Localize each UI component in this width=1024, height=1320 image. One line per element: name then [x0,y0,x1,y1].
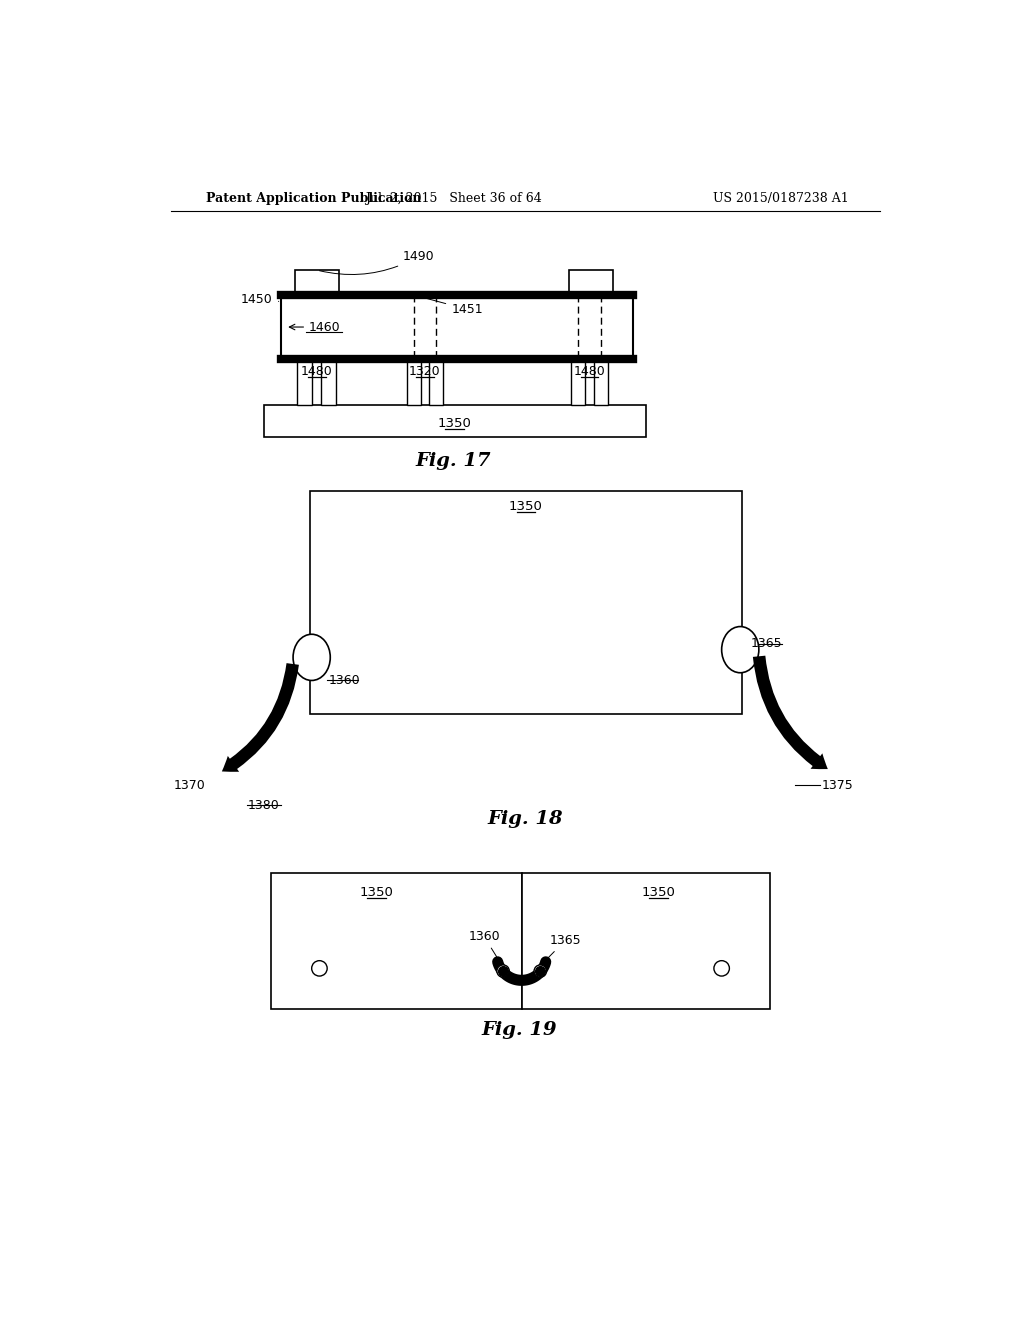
Bar [282,296,633,359]
Text: 1350: 1350 [509,500,543,513]
Circle shape [497,965,509,977]
Bar [569,271,613,296]
Ellipse shape [293,635,331,681]
Text: 1320: 1320 [409,366,440,379]
Text: US 2015/0187238 A1: US 2015/0187238 A1 [713,191,849,205]
Text: 1375: 1375 [821,779,853,792]
Text: 1450: 1450 [241,293,279,306]
Bar [594,331,607,405]
Text: 1360: 1360 [329,675,360,686]
Text: 1460: 1460 [308,321,340,334]
Text: Fig. 18: Fig. 18 [487,810,562,828]
Text: 1480: 1480 [301,366,333,379]
Text: 1380: 1380 [248,799,280,812]
Bar [429,331,442,405]
Bar [521,873,770,1010]
Circle shape [535,965,547,977]
Text: 1350: 1350 [359,887,393,899]
Ellipse shape [722,627,759,673]
Bar [321,331,337,405]
Bar [263,405,646,437]
Text: Fig. 19: Fig. 19 [481,1022,557,1039]
Text: Jul. 2, 2015   Sheet 36 of 64: Jul. 2, 2015 Sheet 36 of 64 [366,191,542,205]
Circle shape [714,961,729,975]
Bar [297,331,312,405]
Text: 1365: 1365 [545,933,582,961]
Bar [571,331,586,405]
Text: Patent Application Publication: Patent Application Publication [206,191,421,205]
Text: 1365: 1365 [751,638,782,649]
Text: Fig. 17: Fig. 17 [416,451,492,470]
FancyArrowPatch shape [753,656,827,770]
Text: 1370: 1370 [174,779,206,792]
Text: 1360: 1360 [468,929,500,961]
Text: 1451: 1451 [418,296,482,315]
Text: 1350: 1350 [641,887,675,899]
Bar [295,271,339,296]
Bar [271,873,521,1010]
FancyArrowPatch shape [222,663,299,772]
Bar [407,331,421,405]
Bar [310,491,741,714]
Text: 1490: 1490 [319,249,435,275]
Circle shape [311,961,328,975]
Text: 1350: 1350 [437,417,472,430]
Text: 1480: 1480 [573,366,605,379]
